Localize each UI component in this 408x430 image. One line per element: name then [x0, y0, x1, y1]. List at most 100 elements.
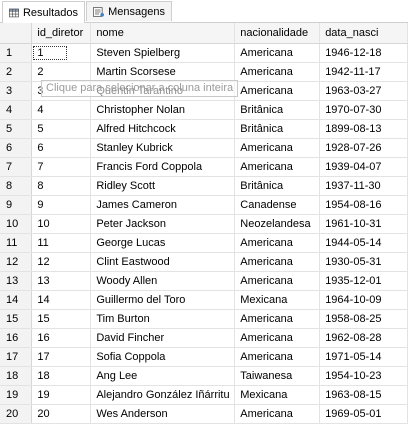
nacionalidade-cell[interactable]: Americana: [234, 252, 321, 272]
table-row[interactable]: 20 20 Wes Anderson Americana 1969-05-01: [0, 404, 408, 424]
id-diretor-cell[interactable]: 2: [31, 62, 92, 82]
row-number-cell[interactable]: 18: [0, 366, 33, 386]
data-nasci-cell[interactable]: 1958-08-25: [319, 309, 408, 329]
data-nasci-cell[interactable]: 1963-08-15: [319, 385, 408, 405]
id-diretor-cell[interactable]: 19: [31, 385, 92, 405]
nome-cell[interactable]: Ang Lee: [90, 366, 236, 386]
id-diretor-cell[interactable]: 3: [31, 81, 92, 101]
id-diretor-cell[interactable]: 20: [31, 404, 92, 424]
id-diretor-cell[interactable]: 6: [31, 138, 92, 158]
row-number-cell[interactable]: 20: [0, 404, 33, 424]
data-nasci-cell[interactable]: 1963-03-27: [319, 81, 408, 101]
nacionalidade-cell[interactable]: Americana: [234, 309, 321, 329]
nacionalidade-cell[interactable]: Americana: [234, 81, 321, 101]
column-header-data-nasci[interactable]: data_nasci: [319, 23, 408, 44]
data-nasci-cell[interactable]: 1899-08-13: [319, 119, 408, 139]
row-number-cell[interactable]: 19: [0, 385, 33, 405]
table-row[interactable]: 14 14 Guillermo del Toro Mexicana 1964-10-09: [0, 290, 408, 310]
id-diretor-cell[interactable]: 17: [31, 347, 92, 367]
nome-cell[interactable]: Quentin Tarantino: [90, 81, 236, 101]
row-number-cell[interactable]: 17: [0, 347, 33, 367]
table-row[interactable]: 4 4 Christopher Nolan Britânica 1970-07-30: [0, 100, 408, 120]
nome-cell[interactable]: Steven Spielberg: [90, 43, 236, 63]
nacionalidade-cell[interactable]: Americana: [234, 233, 321, 253]
data-nasci-cell[interactable]: 1937-11-30: [319, 176, 408, 196]
nome-cell[interactable]: Sofia Coppola: [90, 347, 236, 367]
row-number-cell[interactable]: 13: [0, 271, 33, 291]
data-nasci-cell[interactable]: 1969-05-01: [319, 404, 408, 424]
column-header-corner[interactable]: [0, 23, 33, 44]
results-grid[interactable]: id_diretor nome nacionalidade data_nasci…: [0, 23, 408, 430]
row-number-cell[interactable]: 9: [0, 195, 33, 215]
id-diretor-cell[interactable]: 1: [31, 43, 92, 63]
nacionalidade-cell[interactable]: Britânica: [234, 100, 321, 120]
id-diretor-cell[interactable]: 8: [31, 176, 92, 196]
id-diretor-cell[interactable]: 5: [31, 119, 92, 139]
data-nasci-cell[interactable]: 1970-07-30: [319, 100, 408, 120]
nacionalidade-cell[interactable]: Americana: [234, 404, 321, 424]
id-diretor-cell[interactable]: 14: [31, 290, 92, 310]
table-row[interactable]: 1 1 Steven Spielberg Americana 1946-12-18: [0, 43, 408, 63]
nome-cell[interactable]: Ridley Scott: [90, 176, 236, 196]
column-header-nome[interactable]: nome: [90, 23, 236, 44]
table-row[interactable]: 8 8 Ridley Scott Britânica 1937-11-30: [0, 176, 408, 196]
nacionalidade-cell[interactable]: Americana: [234, 328, 321, 348]
id-diretor-cell[interactable]: 9: [31, 195, 92, 215]
nome-cell[interactable]: Martin Scorsese: [90, 62, 236, 82]
row-number-cell[interactable]: 15: [0, 309, 33, 329]
row-number-cell[interactable]: 8: [0, 176, 33, 196]
id-diretor-cell[interactable]: 13: [31, 271, 92, 291]
data-nasci-cell[interactable]: 1964-10-09: [319, 290, 408, 310]
nome-cell[interactable]: Woody Allen: [90, 271, 236, 291]
nome-cell[interactable]: David Fincher: [90, 328, 236, 348]
nome-cell[interactable]: Alejandro González Iñárritu: [90, 385, 236, 405]
row-number-cell[interactable]: 7: [0, 157, 33, 177]
nacionalidade-cell[interactable]: Americana: [234, 347, 321, 367]
id-diretor-cell[interactable]: 7: [31, 157, 92, 177]
data-nasci-cell[interactable]: 1946-12-18: [319, 43, 408, 63]
nome-cell[interactable]: Wes Anderson: [90, 404, 236, 424]
nome-cell[interactable]: Peter Jackson: [90, 214, 236, 234]
row-number-cell[interactable]: 16: [0, 328, 33, 348]
data-nasci-cell[interactable]: 1954-10-23: [319, 366, 408, 386]
nacionalidade-cell[interactable]: Mexicana: [234, 290, 321, 310]
data-nasci-cell[interactable]: 1930-05-31: [319, 252, 408, 272]
row-number-cell[interactable]: 3: [0, 81, 33, 101]
table-row[interactable]: 2 2 Martin Scorsese Americana 1942-11-17: [0, 62, 408, 82]
table-row[interactable]: 13 13 Woody Allen Americana 1935-12-01: [0, 271, 408, 291]
nome-cell[interactable]: George Lucas: [90, 233, 236, 253]
id-diretor-cell[interactable]: 15: [31, 309, 92, 329]
table-row[interactable]: 18 18 Ang Lee Taiwanesa 1954-10-23: [0, 366, 408, 386]
data-nasci-cell[interactable]: 1971-05-14: [319, 347, 408, 367]
data-nasci-cell[interactable]: 1935-12-01: [319, 271, 408, 291]
data-nasci-cell[interactable]: 1961-10-31: [319, 214, 408, 234]
id-diretor-cell[interactable]: 11: [31, 233, 92, 253]
nacionalidade-cell[interactable]: Americana: [234, 138, 321, 158]
tab-resultados[interactable]: Resultados: [2, 1, 85, 23]
nacionalidade-cell[interactable]: Britânica: [234, 119, 321, 139]
nacionalidade-cell[interactable]: Taiwanesa: [234, 366, 321, 386]
nacionalidade-cell[interactable]: Americana: [234, 157, 321, 177]
row-number-cell[interactable]: 11: [0, 233, 33, 253]
nome-cell[interactable]: Alfred Hitchcock: [90, 119, 236, 139]
row-number-cell[interactable]: 12: [0, 252, 33, 272]
nacionalidade-cell[interactable]: Mexicana: [234, 385, 321, 405]
table-row[interactable]: 11 11 George Lucas Americana 1944-05-14: [0, 233, 408, 253]
data-nasci-cell[interactable]: 1942-11-17: [319, 62, 408, 82]
row-number-cell[interactable]: 14: [0, 290, 33, 310]
nacionalidade-cell[interactable]: Americana: [234, 271, 321, 291]
table-row[interactable]: 19 19 Alejandro González Iñárritu Mexicana 1…: [0, 385, 408, 405]
id-diretor-cell[interactable]: 12: [31, 252, 92, 272]
row-number-cell[interactable]: 4: [0, 100, 33, 120]
data-nasci-cell[interactable]: 1962-08-28: [319, 328, 408, 348]
table-row[interactable]: 10 10 Peter Jackson Neozelandesa 1961-10-31: [0, 214, 408, 234]
table-row[interactable]: 17 17 Sofia Coppola Americana 1971-05-14: [0, 347, 408, 367]
table-row[interactable]: 12 12 Clint Eastwood Americana 1930-05-31: [0, 252, 408, 272]
nome-cell[interactable]: James Cameron: [90, 195, 236, 215]
nacionalidade-cell[interactable]: Canadense: [234, 195, 321, 215]
data-nasci-cell[interactable]: 1944-05-14: [319, 233, 408, 253]
nacionalidade-cell[interactable]: Americana: [234, 43, 321, 63]
row-number-cell[interactable]: 1: [0, 43, 33, 63]
row-number-cell[interactable]: 10: [0, 214, 33, 234]
table-row[interactable]: 9 9 James Cameron Canadense 1954-08-16: [0, 195, 408, 215]
